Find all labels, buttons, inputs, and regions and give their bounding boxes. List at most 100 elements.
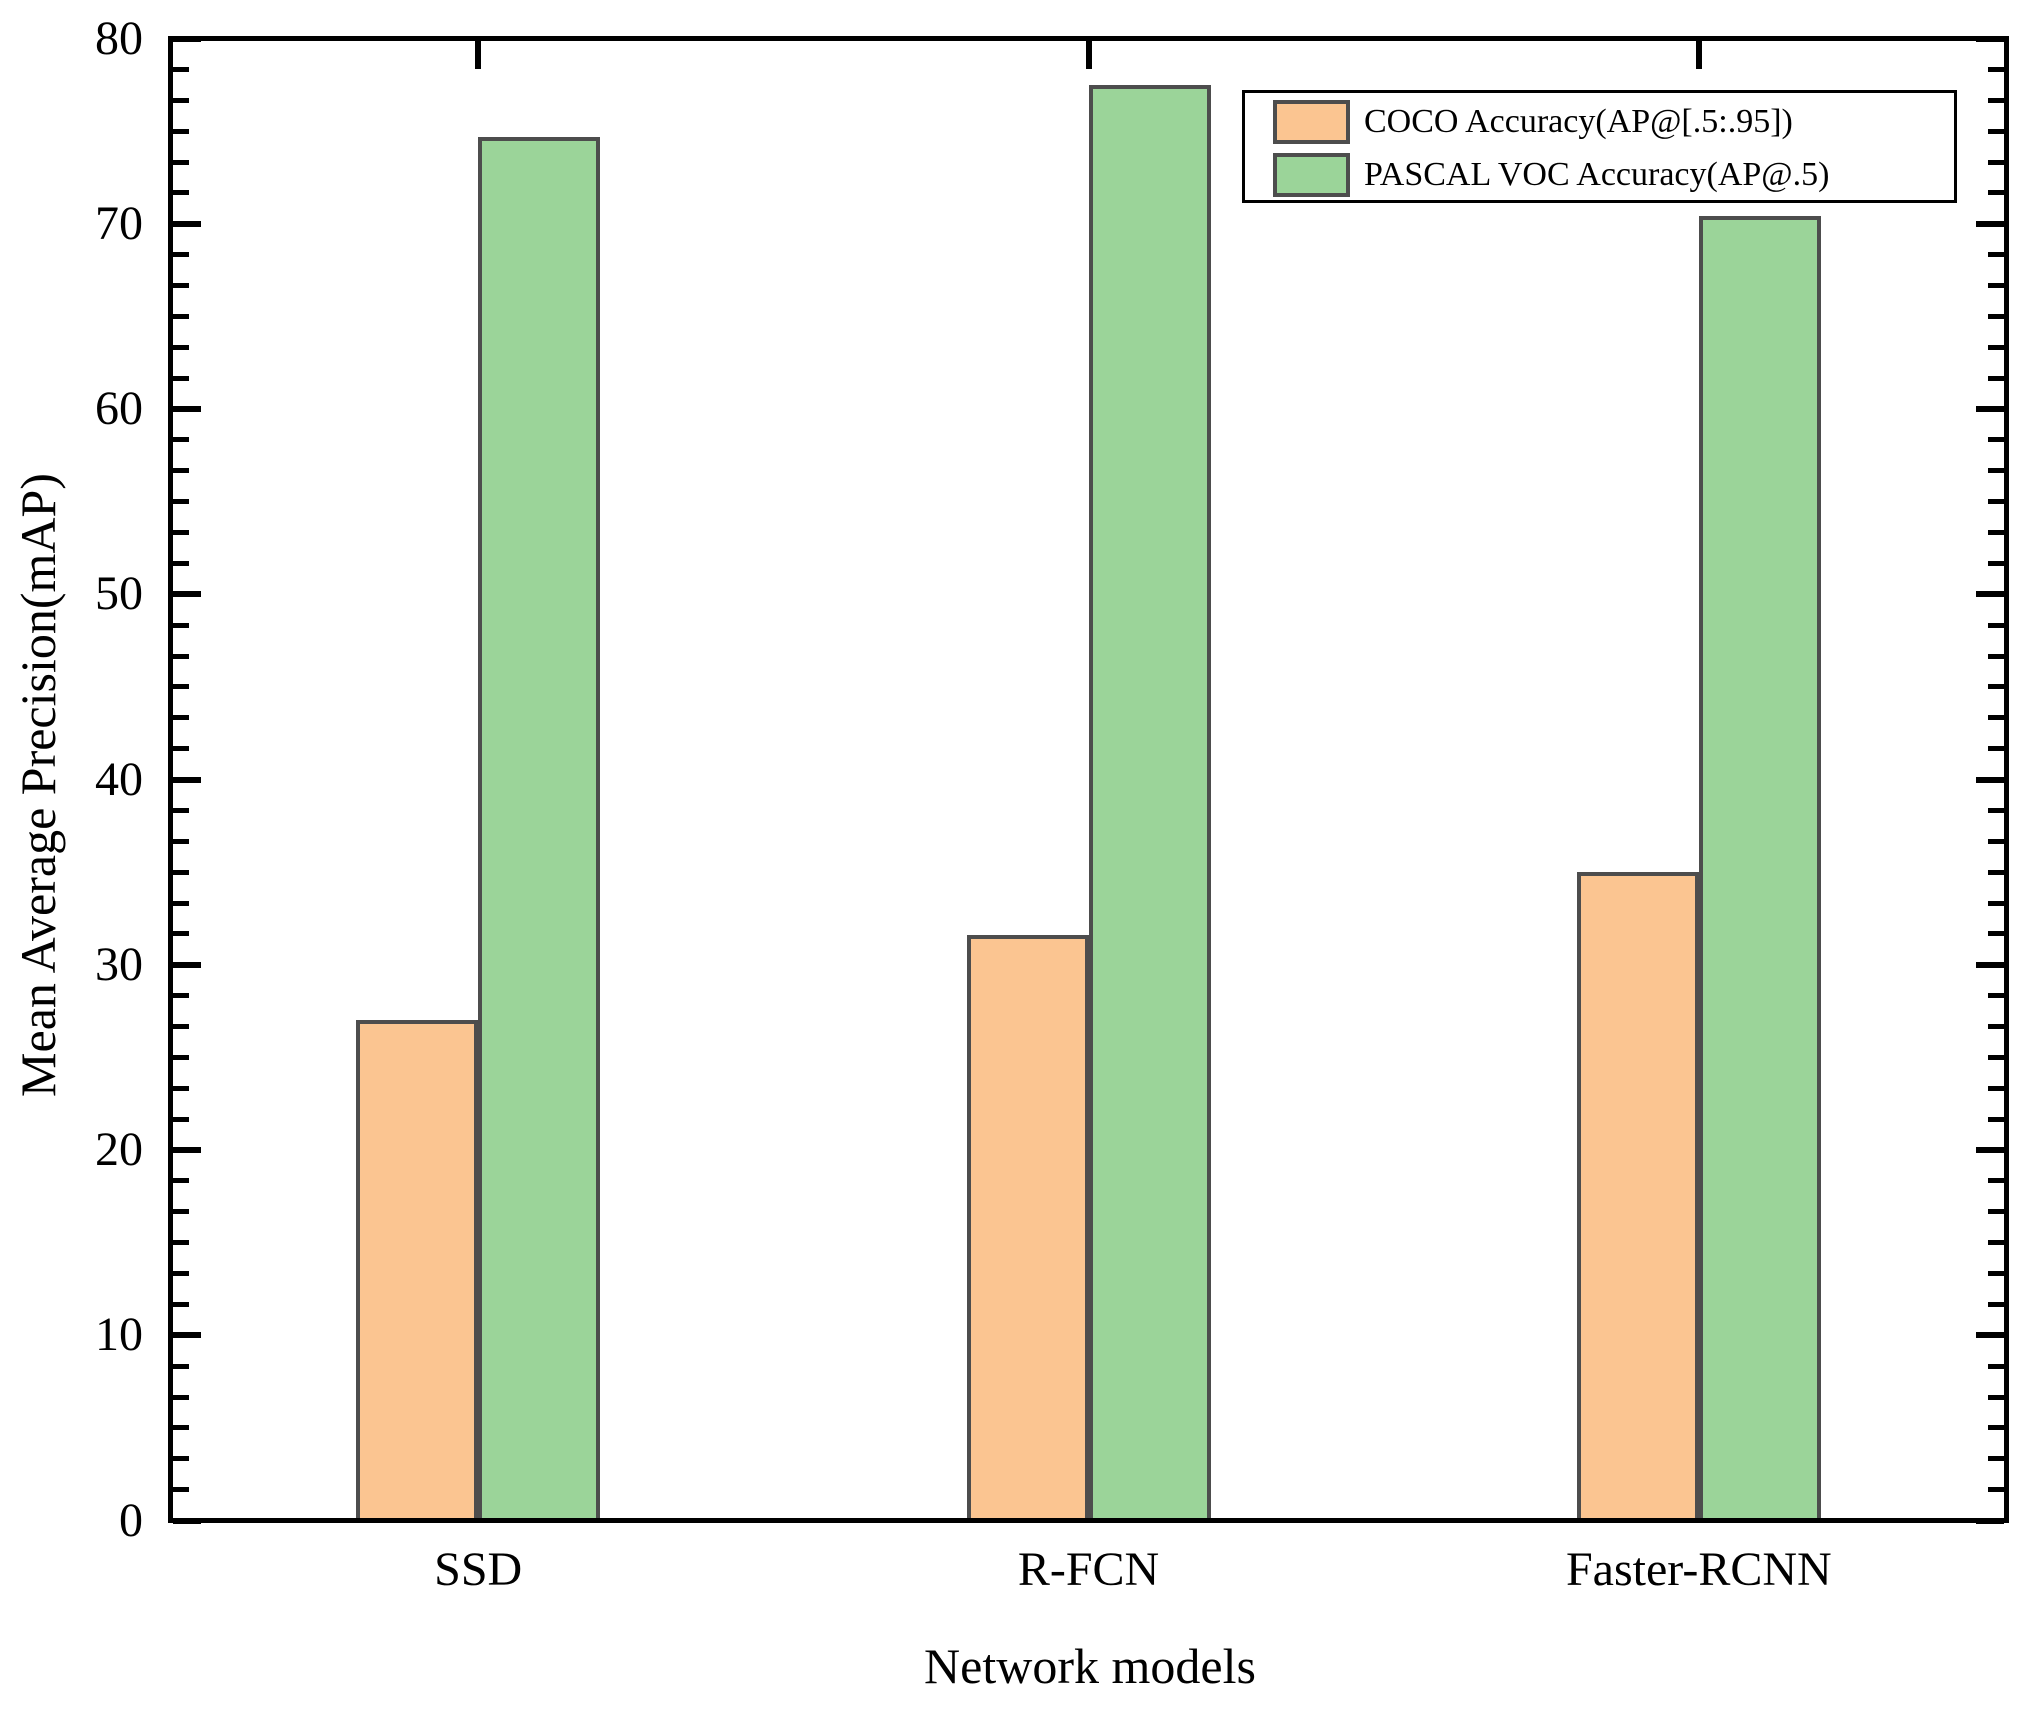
major-y-tick xyxy=(173,220,201,227)
bar-SSD-series1 xyxy=(478,136,601,1518)
minor-y-tick xyxy=(173,375,189,381)
minor-y-tick xyxy=(1988,128,2004,134)
minor-y-tick xyxy=(173,869,189,875)
major-y-tick xyxy=(1976,1332,2004,1339)
minor-y-tick xyxy=(173,993,189,999)
major-y-tick xyxy=(1976,776,2004,783)
minor-y-tick xyxy=(173,1209,189,1215)
minor-y-tick xyxy=(173,1363,189,1369)
minor-y-tick xyxy=(173,1240,189,1246)
minor-y-tick xyxy=(173,1024,189,1029)
top-category-tick xyxy=(1085,41,1092,69)
minor-y-tick xyxy=(1988,900,2004,906)
bar-Faster-RCNN-series0 xyxy=(1576,871,1699,1518)
minor-y-tick xyxy=(1988,252,2004,258)
legend-item-coco: COCO Accuracy(AP@[.5:.95]) xyxy=(1273,97,1793,147)
top-category-tick xyxy=(1695,41,1702,69)
minor-y-tick xyxy=(1988,807,2004,813)
major-y-tick xyxy=(173,961,201,968)
minor-y-tick xyxy=(1988,746,2004,752)
minor-y-tick xyxy=(1988,1116,2004,1122)
minor-y-tick xyxy=(1988,375,2004,381)
minor-y-tick xyxy=(1988,468,2004,474)
minor-y-tick xyxy=(173,97,189,103)
major-y-tick xyxy=(173,1517,201,1524)
minor-y-tick xyxy=(1988,684,2004,690)
y-tick-label: 30 xyxy=(95,937,143,991)
y-axis-title: Mean Average Precision(mAP) xyxy=(10,473,66,1097)
minor-y-tick xyxy=(173,530,189,535)
x-tick-label-Faster-RCNN: Faster-RCNN xyxy=(1565,1543,1832,1596)
minor-y-tick xyxy=(1988,190,2004,196)
bar-R-FCN-series0 xyxy=(966,934,1089,1518)
minor-y-tick xyxy=(1988,499,2004,505)
minor-y-tick xyxy=(173,499,189,505)
major-y-tick xyxy=(1976,35,2004,42)
minor-y-tick xyxy=(1988,1024,2004,1029)
minor-y-tick xyxy=(173,1487,189,1493)
y-tick-label: 70 xyxy=(95,196,143,250)
major-y-tick xyxy=(173,1147,201,1153)
bar-Faster-RCNN-series1 xyxy=(1698,216,1821,1518)
x-tick-label-R-FCN: R-FCN xyxy=(1017,1543,1160,1596)
minor-y-tick xyxy=(1988,159,2004,165)
minor-y-tick xyxy=(1988,993,2004,999)
minor-y-tick xyxy=(1988,653,2004,659)
minor-y-tick xyxy=(1988,622,2004,628)
minor-y-tick xyxy=(1988,1085,2004,1091)
minor-y-tick xyxy=(173,313,189,319)
minor-y-tick xyxy=(173,1456,189,1462)
major-y-tick xyxy=(1976,961,2004,968)
minor-y-tick xyxy=(173,468,189,474)
minor-y-tick xyxy=(173,715,189,721)
minor-y-tick xyxy=(1988,1456,2004,1462)
minor-y-tick xyxy=(1988,66,2004,72)
y-tick-label: 10 xyxy=(95,1308,143,1362)
minor-y-tick xyxy=(1988,1363,2004,1369)
minor-y-tick xyxy=(1988,1425,2004,1431)
minor-y-tick xyxy=(1988,344,2004,350)
minor-y-tick xyxy=(1988,560,2004,566)
minor-y-tick xyxy=(1988,1240,2004,1246)
major-y-tick xyxy=(173,35,201,42)
minor-y-tick xyxy=(1988,931,2004,937)
minor-y-tick xyxy=(173,128,189,134)
major-y-tick xyxy=(1976,406,2004,412)
top-category-tick xyxy=(475,41,482,69)
major-y-tick xyxy=(173,1332,201,1339)
minor-y-tick xyxy=(173,344,189,350)
major-y-tick xyxy=(173,591,201,598)
minor-y-tick xyxy=(1988,838,2004,844)
bar-SSD-series0 xyxy=(356,1020,479,1518)
minor-y-tick xyxy=(173,283,189,288)
bar-R-FCN-series1 xyxy=(1088,84,1211,1518)
minor-y-tick xyxy=(1988,715,2004,721)
minor-y-tick xyxy=(173,1085,189,1091)
minor-y-tick xyxy=(173,1271,189,1276)
minor-y-tick xyxy=(173,159,189,165)
major-y-tick xyxy=(173,776,201,783)
y-tick-label: 40 xyxy=(95,752,143,806)
minor-y-tick xyxy=(1988,313,2004,319)
minor-y-tick xyxy=(1988,530,2004,535)
minor-y-tick xyxy=(1988,1054,2004,1060)
y-tick-label: 50 xyxy=(95,567,143,621)
minor-y-tick xyxy=(173,437,189,443)
minor-y-tick xyxy=(173,1054,189,1060)
minor-y-tick xyxy=(1988,1209,2004,1215)
legend-item-pascal: PASCAL VOC Accuracy(AP@.5) xyxy=(1273,150,1829,200)
minor-y-tick xyxy=(1988,1487,2004,1493)
minor-y-tick xyxy=(173,653,189,659)
minor-y-tick xyxy=(173,807,189,813)
plot-area xyxy=(168,35,2009,1524)
minor-y-tick xyxy=(173,900,189,906)
legend-label-pascal: PASCAL VOC Accuracy(AP@.5) xyxy=(1364,156,1830,193)
minor-y-tick xyxy=(173,1301,189,1307)
y-tick-label: 60 xyxy=(95,382,143,435)
minor-y-tick xyxy=(173,252,189,258)
legend-swatch-pascal xyxy=(1273,153,1350,197)
minor-y-tick xyxy=(173,560,189,566)
major-y-tick xyxy=(1976,1517,2004,1524)
minor-y-tick xyxy=(1988,1301,2004,1307)
